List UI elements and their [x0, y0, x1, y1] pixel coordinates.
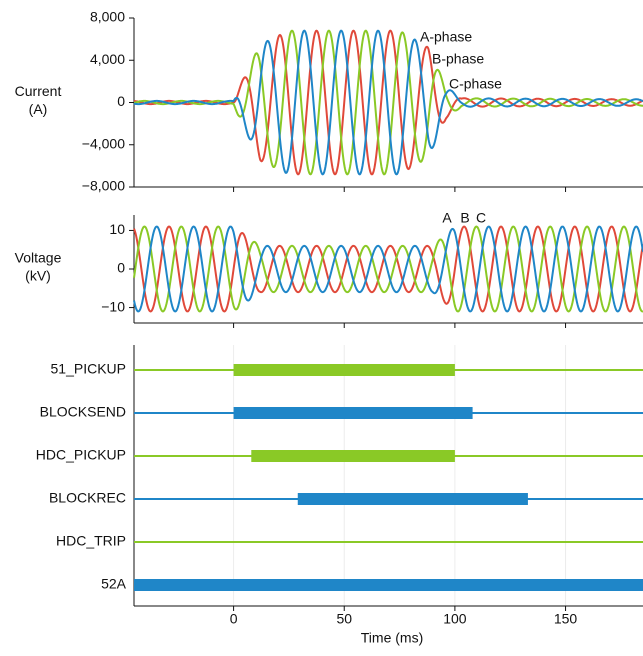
voltage-legend-b: B	[460, 210, 469, 226]
voltage-series-a	[133, 225, 643, 313]
current-series-c-phase	[133, 29, 643, 176]
voltage-panel: 10 0 −10 Voltage (kV) A B C	[15, 210, 643, 328]
voltage-legend-c: C	[476, 210, 486, 226]
current-series-b-phase	[133, 29, 643, 176]
voltage-ytick-label: −10	[101, 298, 125, 314]
signal-hdc-trip-label: HDC_TRIP	[56, 533, 126, 549]
voltage-ylabel-line2: (kV)	[25, 268, 51, 284]
current-ytick-label: −8,000	[82, 178, 125, 194]
x-axis-title: Time (ms)	[361, 630, 423, 646]
voltage-ytick-label: 0	[117, 260, 125, 276]
current-ytick-label: −4,000	[82, 135, 125, 151]
current-ylabel-line2: (A)	[29, 101, 48, 117]
signal-52a-active-bar	[134, 579, 643, 591]
current-legend-b-phase: B-phase	[432, 51, 484, 67]
signal-blockrec-label: BLOCKREC	[49, 490, 126, 506]
signal-52a-label: 52A	[101, 576, 127, 592]
current-panel: 8,000 4,000 0 −4,000 −8,000 Current (A) A-phase…	[15, 9, 643, 194]
voltage-ylabel-line1: Voltage	[15, 250, 62, 266]
signal-51-pickup-label: 51_PICKUP	[51, 361, 126, 377]
digital-signals-panel: 51_PICKUP BLOCKSEND HDC_PICKUP BLOCKREC HDC_…	[36, 345, 643, 646]
voltage-series-c	[133, 225, 643, 313]
xtick-label: 150	[554, 611, 578, 627]
current-ytick-label: 8,000	[90, 9, 125, 25]
current-legend-a-phase: A-phase	[420, 29, 472, 45]
voltage-legend-a: A	[442, 210, 452, 226]
current-ylabel-line1: Current	[15, 83, 62, 99]
xtick-label: 100	[443, 611, 467, 627]
signal-hdc-pickup-label: HDC_PICKUP	[36, 447, 126, 463]
voltage-series-b	[133, 225, 643, 313]
xtick-label: 0	[230, 611, 238, 627]
signal-blocksend-active-bar	[233, 407, 473, 419]
signal-blocksend-label: BLOCKSEND	[40, 404, 126, 420]
current-legend-c-phase: C-phase	[449, 76, 502, 92]
signal-hdc-pickup-active-bar	[251, 450, 455, 462]
xtick-label: 50	[336, 611, 352, 627]
signal-blockrec-active-bar	[297, 493, 528, 505]
signal-51-pickup-active-bar	[233, 364, 455, 376]
current-ytick-label: 0	[117, 93, 125, 109]
voltage-ytick-label: 10	[109, 221, 125, 237]
current-ytick-label: 4,000	[90, 51, 125, 67]
